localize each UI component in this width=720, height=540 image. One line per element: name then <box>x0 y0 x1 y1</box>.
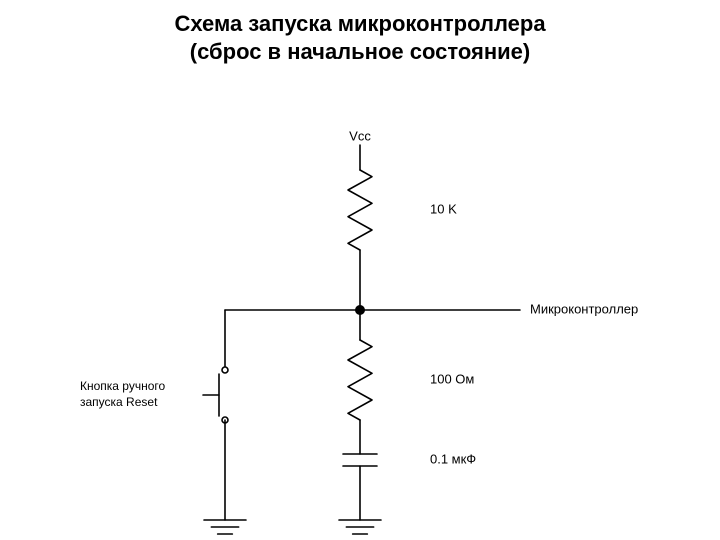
button-label-2: запуска Reset <box>80 395 158 409</box>
page-title: Схема запуска микроконтроллера (сброс в … <box>0 0 720 65</box>
button-label-1: Кнопка ручного <box>80 379 166 393</box>
mcu-label: Микроконтроллер <box>530 301 638 316</box>
c1-label: 0.1 мкФ <box>430 451 476 466</box>
r1-label: 10 K <box>430 201 457 216</box>
vcc-label: Vcc <box>349 128 371 143</box>
circuit-diagram: Vcc 10 K Микроконтроллер Кнопка ручного запу… <box>0 65 720 535</box>
title-line1: Схема запуска микроконтроллера <box>174 11 545 36</box>
r2-label: 100 Ом <box>430 371 474 386</box>
title-line2: (сброс в начальное состояние) <box>190 39 530 64</box>
